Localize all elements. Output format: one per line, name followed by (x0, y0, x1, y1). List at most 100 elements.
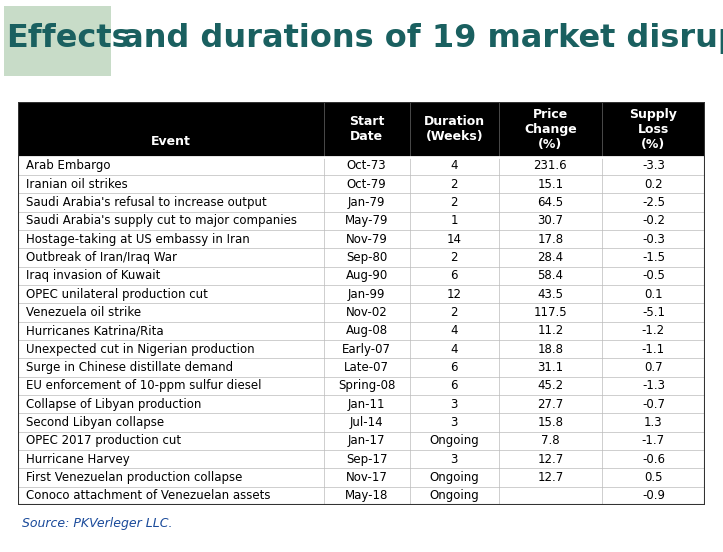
Text: Oct-79: Oct-79 (347, 178, 387, 190)
Text: Ongoing: Ongoing (429, 471, 479, 484)
Text: 231.6: 231.6 (534, 159, 568, 172)
Bar (18, 175, 705, 193)
Text: Aug-08: Aug-08 (346, 324, 388, 337)
Text: 3: 3 (450, 397, 458, 411)
Text: 6: 6 (450, 361, 458, 374)
Text: Nov-02: Nov-02 (346, 306, 388, 319)
Bar (18, 248, 705, 267)
Bar (4, 6, 111, 76)
Text: Saudi Arabia's supply cut to major companies: Saudi Arabia's supply cut to major compa… (26, 214, 297, 227)
Text: Outbreak of Iran/Iraq War: Outbreak of Iran/Iraq War (26, 251, 177, 264)
Text: 58.4: 58.4 (537, 269, 563, 282)
Text: 2: 2 (450, 306, 458, 319)
Text: 0.1: 0.1 (644, 288, 663, 301)
Text: 17.8: 17.8 (537, 232, 563, 246)
Text: Supply
Loss
(%): Supply Loss (%) (630, 108, 677, 151)
Text: Sep-80: Sep-80 (346, 251, 388, 264)
Text: Early-07: Early-07 (342, 343, 391, 355)
Text: Collapse of Libyan production: Collapse of Libyan production (26, 397, 202, 411)
Bar (18, 285, 705, 303)
Text: Surge in Chinese distillate demand: Surge in Chinese distillate demand (26, 361, 234, 374)
Text: Hostage-taking at US embassy in Iran: Hostage-taking at US embassy in Iran (26, 232, 250, 246)
Text: Nov-79: Nov-79 (346, 232, 388, 246)
Bar (18, 413, 705, 432)
Text: -0.3: -0.3 (642, 232, 665, 246)
Text: Aug-90: Aug-90 (346, 269, 388, 282)
Text: Ongoing: Ongoing (429, 490, 479, 502)
Bar (18, 267, 705, 285)
Text: 12.7: 12.7 (537, 453, 563, 466)
Text: Nov-17: Nov-17 (346, 471, 388, 484)
Bar (18, 322, 705, 340)
Text: -1.5: -1.5 (642, 251, 665, 264)
Text: Saudi Arabia's refusal to increase output: Saudi Arabia's refusal to increase outpu… (26, 196, 267, 209)
Text: Oct-73: Oct-73 (347, 159, 387, 172)
Text: OPEC unilateral production cut: OPEC unilateral production cut (26, 288, 208, 301)
Text: -0.6: -0.6 (642, 453, 665, 466)
Bar (18, 230, 705, 248)
Text: Jan-17: Jan-17 (348, 434, 385, 447)
Text: Ongoing: Ongoing (429, 434, 479, 447)
Bar (18, 211, 705, 230)
Text: 3: 3 (450, 453, 458, 466)
Text: 31.1: 31.1 (537, 361, 563, 374)
Text: Conoco attachment of Venezuelan assets: Conoco attachment of Venezuelan assets (26, 490, 271, 502)
Text: 11.2: 11.2 (537, 324, 563, 337)
Bar (18, 193, 705, 211)
Text: Jan-79: Jan-79 (348, 196, 385, 209)
Text: May-18: May-18 (345, 490, 388, 502)
Bar (18, 395, 705, 413)
Text: 2: 2 (450, 251, 458, 264)
Text: 27.7: 27.7 (537, 397, 563, 411)
Text: Jul-14: Jul-14 (350, 416, 383, 429)
Text: -1.1: -1.1 (642, 343, 665, 355)
Text: 45.2: 45.2 (537, 379, 563, 392)
Text: Unexpected cut in Nigerian production: Unexpected cut in Nigerian production (26, 343, 255, 355)
Text: 14: 14 (447, 232, 462, 246)
Text: First Venezuelan production collapse: First Venezuelan production collapse (26, 471, 243, 484)
Text: 0.2: 0.2 (644, 178, 663, 190)
Text: Jan-11: Jan-11 (348, 397, 385, 411)
Text: 7.8: 7.8 (541, 434, 560, 447)
Text: Arab Embargo: Arab Embargo (26, 159, 111, 172)
Text: Venezuela oil strike: Venezuela oil strike (26, 306, 142, 319)
Text: 64.5: 64.5 (537, 196, 563, 209)
Bar (18, 450, 705, 469)
Bar (18, 340, 705, 358)
Bar (18, 303, 705, 322)
Text: 30.7: 30.7 (537, 214, 563, 227)
Bar (18, 102, 705, 157)
Text: Start
Date: Start Date (349, 115, 385, 144)
Text: 2: 2 (450, 196, 458, 209)
Text: 15.1: 15.1 (537, 178, 563, 190)
Text: 43.5: 43.5 (537, 288, 563, 301)
Bar (18, 487, 705, 505)
Bar (18, 432, 705, 450)
Text: Second Libyan collapse: Second Libyan collapse (26, 416, 164, 429)
Text: 4: 4 (450, 159, 458, 172)
Text: 6: 6 (450, 379, 458, 392)
Text: 117.5: 117.5 (534, 306, 568, 319)
Text: Hurricane Harvey: Hurricane Harvey (26, 453, 130, 466)
Text: -0.7: -0.7 (642, 397, 665, 411)
Text: OPEC 2017 production cut: OPEC 2017 production cut (26, 434, 181, 447)
Text: EU enforcement of 10-ppm sulfur diesel: EU enforcement of 10-ppm sulfur diesel (26, 379, 262, 392)
Bar (18, 157, 705, 175)
Text: 0.7: 0.7 (644, 361, 663, 374)
Text: -3.3: -3.3 (642, 159, 665, 172)
Text: and durations of 19 market disruptions: and durations of 19 market disruptions (111, 23, 723, 54)
Text: Spring-08: Spring-08 (338, 379, 395, 392)
Text: 12: 12 (447, 288, 462, 301)
Text: -2.5: -2.5 (642, 196, 665, 209)
Text: Sep-17: Sep-17 (346, 453, 388, 466)
Text: Price
Change
(%): Price Change (%) (524, 108, 577, 151)
Text: 4: 4 (450, 343, 458, 355)
Text: -5.1: -5.1 (642, 306, 665, 319)
Text: Duration
(Weeks): Duration (Weeks) (424, 115, 485, 144)
Bar (18, 376, 705, 395)
Text: -0.2: -0.2 (642, 214, 665, 227)
Text: 28.4: 28.4 (537, 251, 563, 264)
Text: 1: 1 (450, 214, 458, 227)
Text: 2: 2 (450, 178, 458, 190)
Text: -1.3: -1.3 (642, 379, 665, 392)
